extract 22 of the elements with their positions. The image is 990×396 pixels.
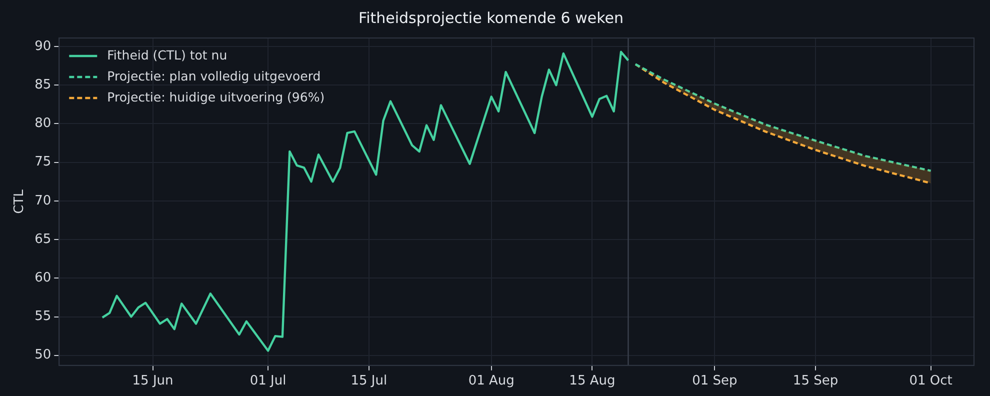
legend-label: Projectie: huidige uitvoering (96%) bbox=[107, 89, 325, 104]
y-axis-title: CTL bbox=[12, 188, 28, 214]
y-tick-label: 75 bbox=[34, 154, 52, 170]
chart-title: Fitheidsprojectie komende 6 weken bbox=[358, 8, 624, 27]
y-tick-label: 60 bbox=[34, 270, 52, 286]
y-tick-label: 80 bbox=[34, 116, 52, 132]
y-tick-label: 85 bbox=[34, 77, 52, 92]
x-tick-label: 15 Jul bbox=[350, 374, 388, 389]
x-tick-label: 01 Oct bbox=[909, 374, 952, 389]
x-tick-label: 01 Sep bbox=[692, 374, 738, 389]
x-tick-label: 15 Jun bbox=[132, 374, 174, 389]
y-tick-label: 50 bbox=[34, 348, 52, 363]
x-tick-label: 01 Jul bbox=[250, 374, 286, 389]
y-tick-label: 90 bbox=[34, 38, 52, 54]
y-tick-label: 70 bbox=[34, 193, 52, 208]
legend-label: Projectie: plan volledig uitgevoerd bbox=[107, 68, 321, 84]
y-tick-label: 55 bbox=[34, 309, 52, 324]
x-tick-label: 01 Aug bbox=[468, 374, 514, 389]
y-tick-label: 65 bbox=[34, 232, 52, 247]
x-tick-label: 15 Sep bbox=[792, 374, 838, 389]
x-tick-label: 15 Aug bbox=[569, 374, 616, 389]
legend-label: Fitheid (CTL) tot nu bbox=[107, 47, 228, 62]
